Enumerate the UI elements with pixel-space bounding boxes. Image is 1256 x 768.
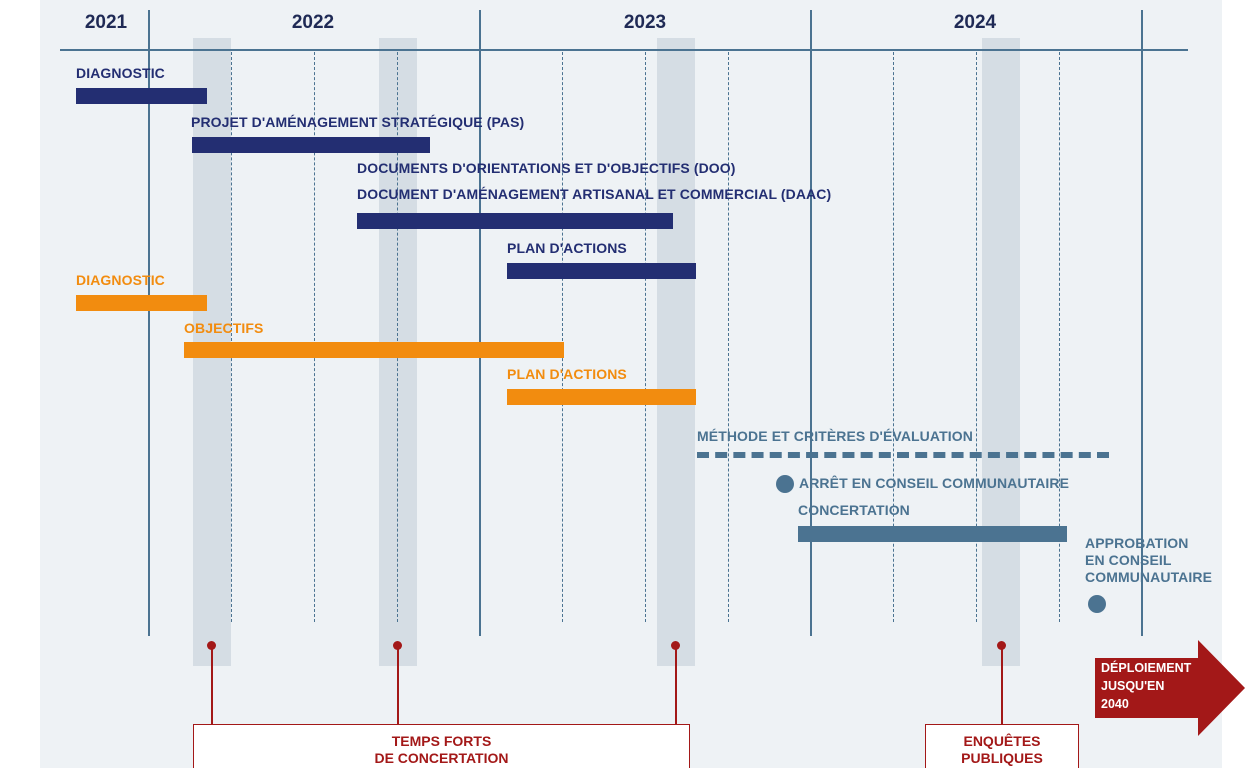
year-gridline (1141, 10, 1143, 636)
year-gridline (810, 10, 812, 636)
year-label: 2023 (623, 12, 667, 33)
objectifs-bar (184, 342, 564, 358)
quarter-gridline (314, 52, 315, 622)
temps-forts-line: DE CONCERTATION (374, 750, 509, 766)
deploiement-line: 2040 (1101, 697, 1129, 711)
evaluation-label: MÉTHODE ET CRITÈRES D'ÉVALUATION (697, 428, 973, 444)
doo-label: DOCUMENTS D'ORIENTATIONS ET D'OBJECTIFS … (357, 160, 736, 176)
deploiement-arrow (1095, 640, 1245, 736)
temps-forts-callout: TEMPS FORTS DE CONCERTATION (193, 724, 690, 768)
pas-bar (192, 137, 430, 153)
orange-diagnostic-label: DIAGNOSTIC (76, 272, 165, 288)
arret-label: ARRÊT EN CONSEIL COMMUNAUTAIRE (799, 475, 1070, 491)
year-label: 2022 (291, 12, 335, 33)
concertation-marker-dot (393, 641, 402, 650)
enquetes-line: ENQUÊTES (963, 733, 1041, 749)
approbation-milestone-dot (1088, 595, 1106, 613)
year-gridline (148, 10, 150, 636)
concertation-connector-line (675, 646, 677, 726)
deploiement-line: DÉPLOIEMENT (1101, 661, 1192, 675)
year-axis-line (60, 49, 1188, 51)
concertation-band (982, 38, 1020, 666)
enquetes-line: PUBLIQUES (961, 750, 1043, 766)
enquetes-callout: ENQUÊTES PUBLIQUES (925, 724, 1079, 768)
arret-milestone-dot (776, 475, 794, 493)
evaluation-dashed-bar (697, 452, 1109, 458)
deploiement-line: JUSQU'EN (1101, 679, 1165, 693)
orange-diagnostic-bar (76, 295, 207, 311)
quarter-gridline (893, 52, 894, 622)
quarter-gridline (1059, 52, 1060, 622)
concertation-marker-dot (207, 641, 216, 650)
quarter-gridline (645, 52, 646, 622)
approbation-line: EN CONSEIL (1085, 552, 1172, 568)
concertation-bar (798, 526, 1067, 542)
year-gridline (479, 10, 481, 636)
temps-forts-line: TEMPS FORTS (391, 733, 492, 749)
navy-diagnostic-label: DIAGNOSTIC (76, 65, 165, 81)
quarter-gridline (562, 52, 563, 622)
quarter-gridline (976, 52, 977, 622)
pas-label: PROJET D'AMÉNAGEMENT STRATÉGIQUE (PAS) (191, 114, 525, 130)
concertation-label: CONCERTATION (798, 502, 910, 518)
navy-plan-actions-label: PLAN D'ACTIONS (507, 240, 627, 256)
quarter-gridline (397, 52, 398, 622)
concertation-marker-dot (671, 641, 680, 650)
navy-diagnostic-bar (76, 88, 207, 104)
objectifs-label: OBJECTIFS (184, 320, 264, 336)
daac-label: DOCUMENT D'AMÉNAGEMENT ARTISANAL ET COMM… (357, 186, 832, 202)
approbation-line: COMMUNAUTAIRE (1085, 569, 1213, 585)
concertation-connector-line (397, 646, 399, 726)
enquetes-marker-dot (997, 641, 1006, 650)
diagram-background (40, 0, 1222, 768)
approbation-line: APPROBATION (1085, 535, 1189, 551)
doo-daac-bar (357, 213, 673, 229)
concertation-band (657, 38, 695, 666)
orange-plan-actions-bar (507, 389, 696, 405)
enquetes-connector-line (1001, 646, 1003, 726)
concertation-connector-line (211, 646, 213, 726)
year-label: 2021 (84, 12, 128, 33)
orange-plan-actions-label: PLAN D'ACTIONS (507, 366, 627, 382)
navy-plan-actions-bar (507, 263, 696, 279)
quarter-gridline (231, 52, 232, 622)
approbation-label: APPROBATION EN CONSEIL COMMUNAUTAIRE (1085, 535, 1212, 586)
year-label: 2024 (953, 12, 997, 33)
quarter-gridline (728, 52, 729, 622)
